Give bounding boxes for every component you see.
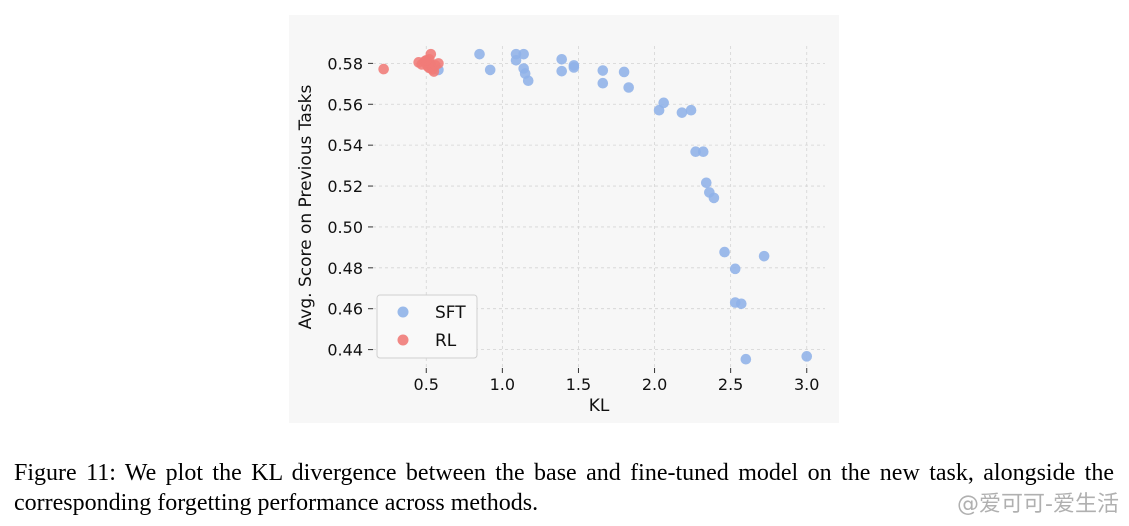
point-sft bbox=[697, 146, 709, 157]
point-sft bbox=[729, 263, 741, 275]
scatter-plot: 0.5 1.0 1.5 2.0 2.5 3.0 0.44 0.46 0.48 0.50 0.52 0.… bbox=[296, 46, 825, 416]
point-sft bbox=[801, 351, 813, 362]
point-rl bbox=[433, 58, 444, 69]
point-sft bbox=[518, 48, 529, 60]
y-tick-label: 0.58 bbox=[327, 54, 363, 73]
point-rl bbox=[420, 55, 432, 66]
point-sft bbox=[623, 82, 634, 93]
y-tick-label: 0.50 bbox=[327, 218, 363, 237]
point-sft bbox=[597, 65, 609, 76]
point-sft bbox=[735, 298, 747, 310]
point-sft bbox=[758, 250, 770, 262]
x-tick-label: 2.0 bbox=[642, 375, 667, 394]
y-axis-label: Avg. Score on Previous Tasks bbox=[296, 85, 316, 330]
legend-marker-sft bbox=[397, 306, 409, 318]
point-sft bbox=[708, 192, 720, 204]
x-tick-label: 1.0 bbox=[490, 375, 515, 394]
y-tick-label: 0.48 bbox=[327, 259, 363, 278]
legend-label-sft: SFT bbox=[435, 303, 466, 323]
watermark: @爱可可-爱生活 bbox=[957, 492, 1119, 517]
legend-label-rl: RL bbox=[435, 331, 457, 351]
x-tick-label: 1.5 bbox=[566, 375, 591, 394]
figure-caption: Figure 11: We plot the KL divergence bet… bbox=[14, 460, 1114, 516]
chart-figure: 0.5 1.0 1.5 2.0 2.5 3.0 0.44 0.46 0.48 0.50 0.52 0.… bbox=[289, 15, 839, 423]
point-sft bbox=[690, 146, 701, 157]
point-sft bbox=[474, 48, 485, 60]
legend-marker-rl bbox=[397, 334, 409, 346]
point-sft bbox=[510, 55, 522, 66]
point-sft bbox=[685, 104, 697, 116]
point-sft bbox=[618, 66, 630, 78]
x-tick-label: 2.5 bbox=[718, 375, 743, 394]
legend: SFT RL bbox=[376, 294, 478, 359]
x-tick-label: 3.0 bbox=[794, 375, 819, 394]
point-sft bbox=[522, 75, 534, 87]
x-tick-label: 0.5 bbox=[414, 375, 439, 394]
y-tick-label: 0.44 bbox=[327, 341, 363, 360]
axis-ticks: 0.5 1.0 1.5 2.0 2.5 3.0 0.44 0.46 0.48 0.50 0.52 0.… bbox=[327, 54, 819, 394]
point-sft bbox=[484, 64, 496, 76]
y-tick-label: 0.54 bbox=[327, 136, 363, 155]
point-sft bbox=[740, 353, 752, 365]
point-sft bbox=[700, 177, 712, 189]
y-tick-label: 0.52 bbox=[327, 177, 363, 196]
point-sft bbox=[597, 77, 609, 89]
point-sft bbox=[676, 107, 688, 118]
point-sft bbox=[568, 62, 580, 73]
point-sft bbox=[556, 53, 568, 65]
y-tick-label: 0.46 bbox=[327, 300, 363, 319]
x-axis-label: KL bbox=[589, 396, 610, 416]
point-sft bbox=[658, 97, 669, 109]
data-points bbox=[378, 48, 813, 365]
point-sft bbox=[556, 65, 568, 77]
point-sft bbox=[719, 246, 730, 258]
y-tick-label: 0.56 bbox=[327, 95, 363, 114]
point-rl bbox=[378, 63, 389, 75]
